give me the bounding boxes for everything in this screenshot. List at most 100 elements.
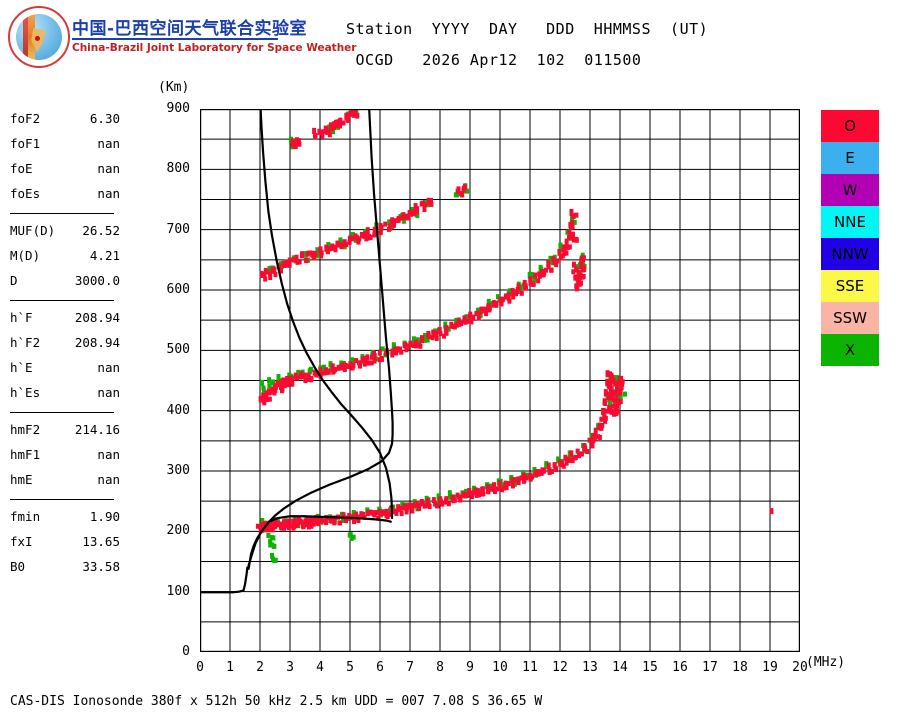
- param-divider: [8, 494, 138, 506]
- param-key: B0: [10, 559, 26, 574]
- param-value: nan: [97, 360, 120, 375]
- param-value: nan: [97, 472, 120, 487]
- x-tick-11: 11: [522, 660, 538, 675]
- param-key: D: [10, 273, 18, 288]
- x-tick-16: 16: [672, 660, 688, 675]
- x-axis-unit-label: (MHz): [806, 655, 846, 670]
- plot-border: [200, 109, 800, 652]
- x-tick-4: 4: [316, 660, 324, 675]
- param-key: hmE: [10, 472, 33, 487]
- x-tick-0: 0: [196, 660, 204, 675]
- ionogram-plot-svg: [200, 109, 800, 652]
- logo-ring: [8, 6, 70, 68]
- legend-item-e[interactable]: E: [821, 142, 879, 174]
- station-header-labels: Station YYYY DAY DDD HHMMSS (UT): [346, 20, 709, 38]
- param-key: foE: [10, 161, 33, 176]
- legend-item-o[interactable]: O: [821, 110, 879, 142]
- param-row: fmin 1.90: [8, 506, 138, 531]
- param-value: nan: [97, 136, 120, 151]
- param-key: fmin: [10, 509, 41, 524]
- param-value: nan: [97, 385, 120, 400]
- param-value: 208.94: [74, 335, 120, 350]
- param-row: foE nan: [8, 158, 138, 183]
- param-row: D 3000.0: [8, 270, 138, 295]
- param-row: h`E nan: [8, 357, 138, 382]
- param-key: M(D): [10, 248, 41, 263]
- station-header-values: OCGD 2026 Apr12 102 011500: [346, 51, 642, 69]
- y-tick-200: 200: [166, 523, 190, 539]
- legend-item-nne[interactable]: NNE: [821, 206, 879, 238]
- x-tick-7: 7: [406, 660, 414, 675]
- param-value: 1.90: [89, 509, 120, 524]
- param-value: 208.94: [74, 310, 120, 325]
- param-value: nan: [97, 186, 120, 201]
- param-key: fxI: [10, 534, 33, 549]
- x-tick-8: 8: [436, 660, 444, 675]
- x-tick-18: 18: [732, 660, 748, 675]
- param-row: h`Es nan: [8, 382, 138, 407]
- lab-title-divider: [72, 38, 278, 40]
- y-tick-400: 400: [166, 402, 190, 418]
- x-tick-20: 20: [792, 660, 808, 675]
- param-key: foF1: [10, 136, 41, 151]
- param-row: hmF1 nan: [8, 444, 138, 469]
- param-divider: [8, 295, 138, 307]
- param-key: h`E: [10, 360, 33, 375]
- logo-station-dot: [35, 36, 40, 41]
- legend-item-nnw[interactable]: NNW: [821, 238, 879, 270]
- logo-globe: [16, 14, 62, 60]
- param-value: nan: [97, 447, 120, 462]
- logo-stripe-red: [23, 14, 28, 60]
- param-value: 6.30: [89, 111, 120, 126]
- param-divider: [8, 208, 138, 220]
- param-value: 13.65: [82, 534, 120, 549]
- param-value: 33.58: [82, 559, 120, 574]
- param-value: 4.21: [89, 248, 120, 263]
- y-tick-500: 500: [166, 342, 190, 358]
- ionogram-parameter-panel: foF2 6.30 foF1 nan foE nan foEs nan MUF(D) 26.52 M…: [8, 108, 138, 581]
- legend-item-sse[interactable]: SSE: [821, 270, 879, 302]
- lab-title-english: China-Brazil Joint Laboratory for Space …: [72, 42, 357, 54]
- param-key: hmF2: [10, 422, 41, 437]
- param-value: 26.52: [82, 223, 120, 238]
- x-tick-15: 15: [642, 660, 658, 675]
- series-profile-curve: [200, 109, 394, 594]
- param-row: h`F2 208.94: [8, 332, 138, 357]
- instrument-footer: CAS-DIS Ionosonde 380f x 512h 50 kHz 2.5…: [10, 694, 543, 709]
- param-value: 3000.0: [74, 273, 120, 288]
- param-row: foF2 6.30: [8, 108, 138, 133]
- param-value: 214.16: [74, 422, 120, 437]
- param-value: nan: [97, 161, 120, 176]
- x-tick-17: 17: [702, 660, 718, 675]
- logo-stripe-orange: [28, 14, 35, 60]
- legend-item-w[interactable]: W: [821, 174, 879, 206]
- x-tick-2: 2: [256, 660, 264, 675]
- y-tick-900: 900: [166, 101, 190, 116]
- param-row: MUF(D) 26.52: [8, 220, 138, 245]
- ionogram-plot: [200, 109, 800, 652]
- x-tick-12: 12: [552, 660, 568, 675]
- param-row: h`F 208.94: [8, 307, 138, 332]
- param-key: h`F: [10, 310, 33, 325]
- x-tick-1: 1: [226, 660, 234, 675]
- param-row: M(D) 4.21: [8, 245, 138, 270]
- param-key: hmF1: [10, 447, 41, 462]
- y-axis-unit-label: (Km): [158, 80, 190, 95]
- x-tick-14: 14: [612, 660, 628, 675]
- param-key: h`Es: [10, 385, 41, 400]
- param-row: hmE nan: [8, 469, 138, 494]
- series-o-mode-echoes: [255, 109, 774, 534]
- legend-item-x[interactable]: X: [821, 334, 879, 366]
- x-tick-3: 3: [286, 660, 294, 675]
- x-tick-13: 13: [582, 660, 598, 675]
- legend-item-ssw[interactable]: SSW: [821, 302, 879, 334]
- param-key: foEs: [10, 186, 41, 201]
- x-tick-19: 19: [762, 660, 778, 675]
- param-row: hmF2 214.16: [8, 419, 138, 444]
- lab-title-chinese: 中国-巴西空间天气联合实验室: [72, 19, 308, 39]
- globe-logo-icon: [8, 6, 70, 68]
- x-tick-5: 5: [346, 660, 354, 675]
- y-tick-0: 0: [182, 644, 190, 659]
- param-divider: [8, 407, 138, 419]
